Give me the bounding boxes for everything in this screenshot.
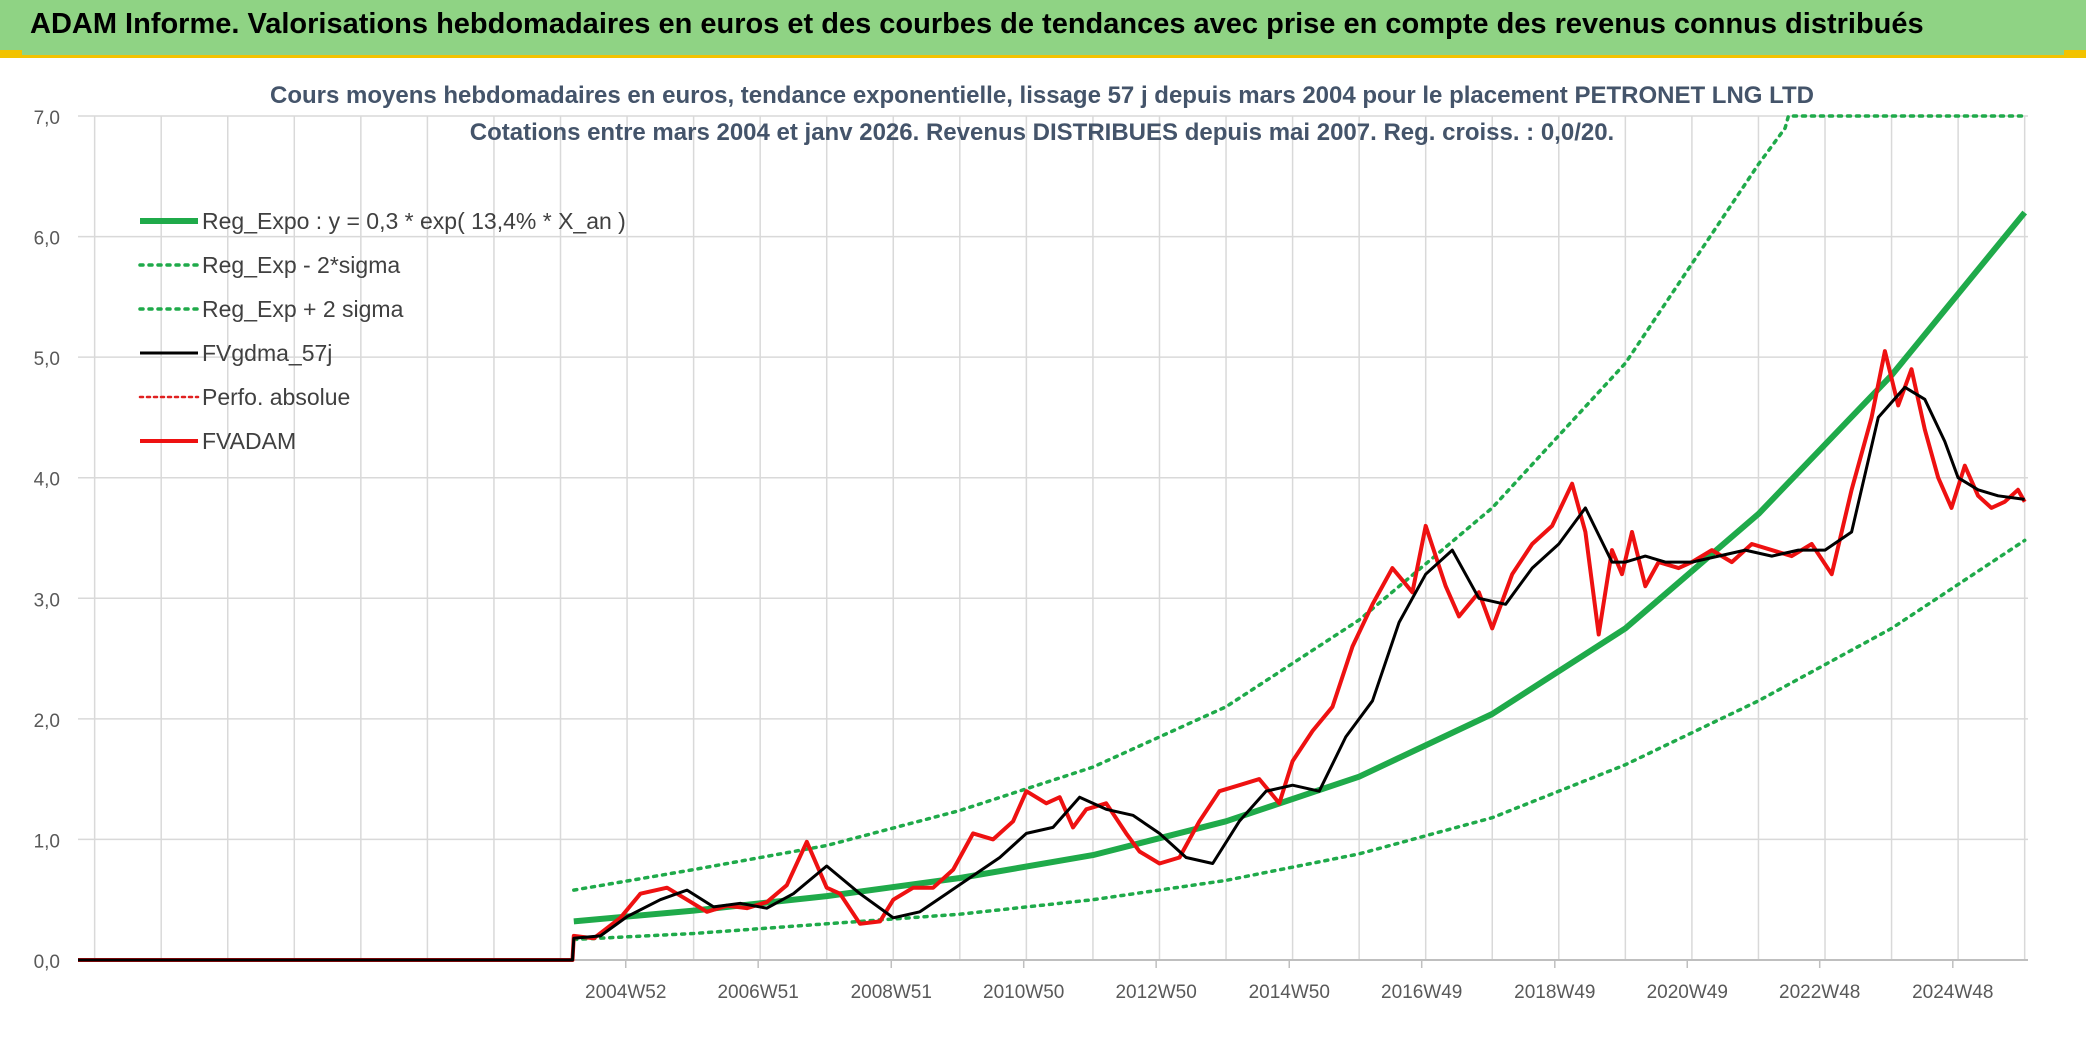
legend-label: Reg_Exp + 2 sigma bbox=[202, 296, 404, 322]
y-tick-label: 7,0 bbox=[34, 108, 60, 129]
x-tick-label: 2004W52 bbox=[585, 982, 666, 1003]
series-lines bbox=[78, 114, 2028, 962]
legend-label: Reg_Exp - 2*sigma bbox=[202, 252, 400, 278]
legend-label: Perfo. absolue bbox=[202, 384, 350, 410]
chart-legend: Reg_Expo : y = 0,3 * exp( 13,4% * X_an )… bbox=[138, 208, 626, 454]
y-tick-label: 2,0 bbox=[34, 711, 60, 732]
y-tick-label: 4,0 bbox=[34, 470, 60, 491]
series-line-fvadam bbox=[78, 349, 2027, 962]
y-tick-label: 5,0 bbox=[34, 349, 60, 370]
x-tick-label: 2008W51 bbox=[851, 982, 932, 1003]
y-tick-label: 6,0 bbox=[34, 229, 60, 250]
chart-area: 0,0 1,0 2,0 3,0 4,0 5,0 6,0 7,0 2004W52 2006W51 20… bbox=[0, 58, 2086, 1038]
y-tick-label: 0,0 bbox=[34, 952, 60, 973]
series-line-low bbox=[572, 538, 2027, 942]
series-line-high bbox=[572, 114, 2027, 892]
legend-label: Reg_Expo : y = 0,3 * exp( 13,4% * X_an ) bbox=[202, 208, 626, 234]
legend-label: FVgdma_57j bbox=[202, 340, 332, 366]
y-tick-label: 1,0 bbox=[34, 831, 60, 852]
x-tick-label: 2020W49 bbox=[1647, 982, 1728, 1003]
series-line-gdma bbox=[78, 385, 2025, 962]
series-line-reg bbox=[573, 210, 2028, 925]
x-tick-label: 2018W49 bbox=[1514, 982, 1595, 1003]
grid-lines bbox=[78, 115, 2028, 961]
report-title: ADAM Informe. Valorisations hebdomadaire… bbox=[30, 8, 1924, 40]
report-header: ADAM Informe. Valorisations hebdomadaire… bbox=[0, 0, 2086, 58]
axes: 0,0 1,0 2,0 3,0 4,0 5,0 6,0 7,0 2004W52 2006W51 20… bbox=[34, 108, 2028, 1003]
chart-subtitle: Cotations entre mars 2004 et janv 2026. … bbox=[470, 119, 1614, 146]
header-accent-right bbox=[2064, 50, 2086, 58]
x-tick-label: 2012W50 bbox=[1115, 982, 1196, 1003]
y-tick-label: 3,0 bbox=[34, 590, 60, 611]
chart-titles: Cours moyens hebdomadaires en euros, ten… bbox=[270, 82, 1814, 146]
x-tick-label: 2022W48 bbox=[1779, 982, 1860, 1003]
x-tick-label: 2024W48 bbox=[1912, 982, 1993, 1003]
x-tick-label: 2006W51 bbox=[717, 982, 798, 1003]
line-chart: 0,0 1,0 2,0 3,0 4,0 5,0 6,0 7,0 2004W52 2006W51 20… bbox=[34, 82, 2028, 1003]
chart-title: Cours moyens hebdomadaires en euros, ten… bbox=[270, 82, 1814, 109]
legend-label: FVADAM bbox=[202, 428, 296, 454]
x-tick-label: 2010W50 bbox=[983, 982, 1064, 1003]
x-tick-label: 2016W49 bbox=[1381, 982, 1462, 1003]
header-accent-left bbox=[0, 50, 22, 58]
x-tick-label: 2014W50 bbox=[1249, 982, 1330, 1003]
